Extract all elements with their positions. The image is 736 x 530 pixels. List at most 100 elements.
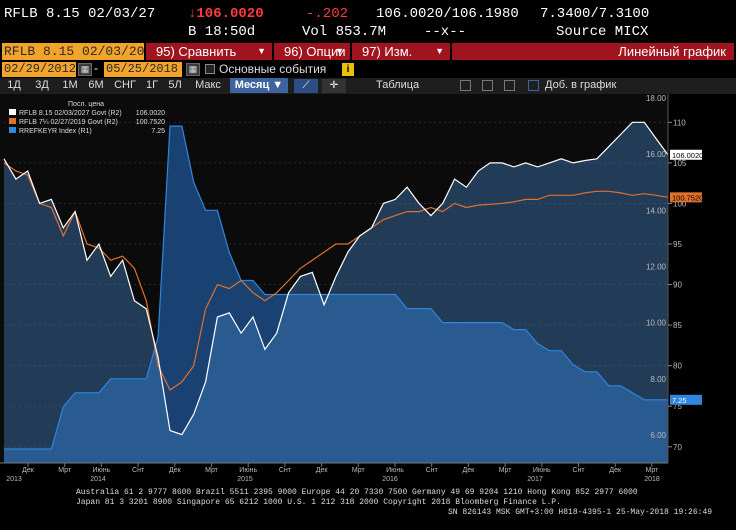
ticker-label: RFLB 8.15 02/03/27 — [4, 6, 156, 22]
x-tick-label: Снт — [132, 467, 145, 474]
bid-ask: 106.0020/106.1980 — [376, 6, 519, 22]
compare-button[interactable]: 95) Сравнить ▼ — [146, 43, 272, 60]
chart-icon[interactable] — [528, 80, 539, 91]
price-chart[interactable]: 70 75 80 85 90 95 100 105 110 6.00 8.00 10.00 12.00 1… — [0, 94, 736, 485]
legend-swatch — [9, 109, 16, 115]
info-icon[interactable]: i — [342, 63, 354, 76]
keyrate-line — [4, 125, 668, 450]
edit-button[interactable]: 97) Изм. ▼ — [352, 43, 450, 60]
legend-header: Посл. цена — [68, 101, 104, 108]
r1-tick-label: 12.00 — [646, 262, 667, 271]
crosshair-icon[interactable]: ✛ — [322, 79, 346, 93]
rflb27-last-badge-bg — [670, 149, 702, 160]
x-tick-label: Дек — [609, 467, 622, 474]
chevron-down-icon: ▼ — [435, 46, 444, 56]
legend-value: 106.0020 — [136, 110, 165, 117]
r2-tick-label: 70 — [673, 443, 682, 452]
events-label: Основные события — [219, 62, 327, 76]
r1-tick-label: 14.00 — [646, 206, 667, 215]
year-label: 2013 — [6, 476, 22, 483]
legend-swatch — [9, 118, 16, 124]
period-bar: 1Д 3Д 1М 6М СНГ 1Г 5Л Макс Месяц ▼ ⟋ ✛ Т… — [0, 78, 736, 94]
year-label: 2014 — [90, 476, 106, 483]
legend-value: 7.25 — [151, 128, 165, 135]
period-max[interactable]: Макс — [195, 79, 221, 91]
year-label: 2015 — [237, 476, 253, 483]
x-tick-label: Мрт — [58, 467, 72, 474]
chart-type-label[interactable]: Линейный график — [452, 43, 734, 60]
legend-label: RREFKEYR Index (R1) — [19, 128, 92, 135]
period-ytd[interactable]: СНГ — [114, 79, 136, 91]
price-change: -.202 — [306, 6, 349, 22]
r1-tick-label: 6.00 — [650, 431, 666, 440]
r2-tick-label: 80 — [673, 362, 682, 371]
options-label: 96) Опции — [284, 44, 346, 59]
period-1y[interactable]: 1Г — [145, 79, 159, 91]
expand-icon[interactable] — [504, 80, 515, 91]
r1-tick-label: 10.00 — [646, 319, 667, 328]
rflb19-last-badge: 100.7520 — [672, 193, 703, 202]
table-button[interactable]: Таблица — [376, 79, 420, 91]
calendar-icon[interactable]: ▦ — [186, 63, 200, 76]
x-tick-label: Дек — [463, 467, 476, 474]
r2-tick-label: 105 — [673, 159, 687, 168]
yield-bid-ask: 7.3400/7.3100 — [540, 6, 650, 22]
compare-label: 95) Сравнить — [156, 44, 237, 59]
r2-tick-label: 85 — [673, 321, 682, 330]
keyrate-last-badge-bg — [670, 394, 702, 405]
period-5y[interactable]: 5Л — [168, 79, 182, 91]
r2-tick-label: 75 — [673, 402, 682, 411]
x-tick-label: Июнь — [386, 467, 404, 474]
r2-tick-label: 90 — [673, 281, 682, 290]
legend-swatch — [9, 127, 16, 133]
add-to-chart-button[interactable]: Доб. в график — [545, 79, 617, 91]
rflb27-area — [4, 122, 668, 464]
footer: Australia 61 2 9777 8600 Brazil 5511 239… — [0, 485, 736, 530]
year-label: 2017 — [527, 476, 543, 483]
chevron-down-icon: ▼ — [335, 46, 344, 56]
chevron-down-icon: ▼ — [257, 46, 266, 56]
x-tick-label: Дек — [22, 467, 35, 474]
zoom-icon[interactable] — [482, 80, 493, 91]
legend-value: 100.7520 — [136, 119, 165, 126]
price-source: Source MICX — [556, 24, 649, 40]
quote-bar: RFLB 8.15 02/03/27 ↓106.0020 -.202 106.0… — [0, 0, 736, 42]
rflb19-last-badge-bg — [670, 192, 702, 203]
r2-tick-label: 110 — [673, 118, 686, 127]
quote-time: B 18:50d — [188, 24, 256, 40]
start-date-input[interactable]: 02/29/2012 — [2, 62, 77, 77]
date-range-bar: 02/29/2012 ▦ - 05/25/2018 ▦ Основные соб… — [0, 61, 736, 78]
quote-dashes: --x-- — [424, 24, 467, 40]
r2-tick-label: 100 — [673, 199, 687, 208]
edit-label: 97) Изм. — [362, 44, 413, 59]
x-tick-label: Снт — [279, 467, 292, 474]
r1-tick-label: 18.00 — [646, 94, 667, 103]
period-6m[interactable]: 6М — [88, 79, 104, 91]
r1-tick-label: 16.00 — [646, 150, 667, 159]
x-tick-label: Июнь — [533, 467, 551, 474]
events-checkbox[interactable] — [205, 64, 215, 74]
x-tick-label: Снт — [572, 467, 585, 474]
period-1d[interactable]: 1Д — [7, 79, 21, 91]
volume: Vol 853.7M — [302, 24, 387, 40]
x-tick-label: Июнь — [93, 467, 111, 474]
rflb27-line — [3, 121, 669, 436]
end-date-input[interactable]: 05/25/2018 — [104, 62, 182, 77]
calendar-icon[interactable]: ▦ — [78, 63, 92, 76]
legend-label: RFLB 7¼ 02/27/2019 Govt (R2) — [19, 119, 118, 126]
x-tick-label: Мрт — [646, 467, 660, 474]
settings-icon[interactable] — [460, 80, 471, 91]
x-tick-label: Дек — [169, 467, 182, 474]
x-tick-label: Снт — [426, 467, 439, 474]
last-price: ↓106.0020 — [188, 6, 264, 22]
security-input[interactable]: RFLB 8.15 02/03/20 — [2, 43, 144, 60]
period-1m[interactable]: 1М — [62, 79, 78, 91]
options-button[interactable]: 96) Опции ▼ — [274, 43, 350, 60]
period-3d[interactable]: 3Д — [35, 79, 49, 91]
x-tick-label: Мрт — [352, 467, 366, 474]
interval-select[interactable]: Месяц ▼ — [230, 78, 288, 93]
line-tool-icon[interactable]: ⟋ — [294, 79, 318, 93]
legend-label: RFLB 8.15 02/03/2027 Govt (R2) — [19, 110, 122, 117]
range-dash: - — [94, 61, 98, 75]
year-label: 2016 — [382, 476, 398, 483]
